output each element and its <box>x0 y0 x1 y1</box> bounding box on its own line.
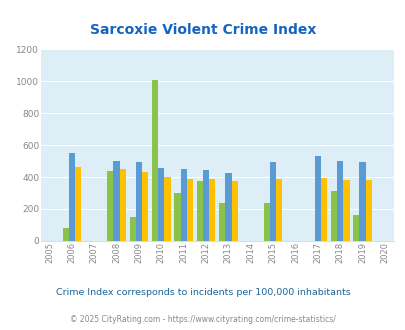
Bar <box>330 191 336 241</box>
Text: © 2025 CityRating.com - https://www.cityrating.com/crime-statistics/: © 2025 CityRating.com - https://www.city… <box>70 314 335 324</box>
Bar <box>358 162 365 241</box>
Bar <box>158 168 164 241</box>
Bar <box>336 161 343 241</box>
Bar <box>365 180 371 241</box>
Bar <box>314 156 320 241</box>
Text: Crime Index corresponds to incidents per 100,000 inhabitants: Crime Index corresponds to incidents per… <box>55 287 350 297</box>
Bar <box>136 162 142 241</box>
Bar <box>275 179 282 241</box>
Bar <box>164 177 170 241</box>
Bar <box>231 181 237 241</box>
Bar <box>196 181 202 241</box>
Bar <box>186 179 193 241</box>
Bar <box>352 215 358 241</box>
Text: Sarcoxie Violent Crime Index: Sarcoxie Violent Crime Index <box>90 23 315 37</box>
Bar <box>142 172 148 241</box>
Legend: Sarcoxie, Missouri, National: Sarcoxie, Missouri, National <box>99 326 335 330</box>
Bar <box>343 180 349 241</box>
Bar <box>174 193 180 241</box>
Bar <box>320 178 326 241</box>
Bar <box>68 153 75 241</box>
Bar <box>225 173 231 241</box>
Bar <box>75 167 81 241</box>
Bar <box>180 169 186 241</box>
Bar <box>209 179 215 241</box>
Bar <box>107 171 113 241</box>
Bar <box>129 217 136 241</box>
Bar <box>269 162 275 241</box>
Bar <box>62 228 68 241</box>
Bar <box>151 80 158 241</box>
Bar <box>113 161 119 241</box>
Bar <box>263 203 269 241</box>
Bar <box>202 170 209 241</box>
Bar <box>119 169 126 241</box>
Bar <box>218 203 225 241</box>
